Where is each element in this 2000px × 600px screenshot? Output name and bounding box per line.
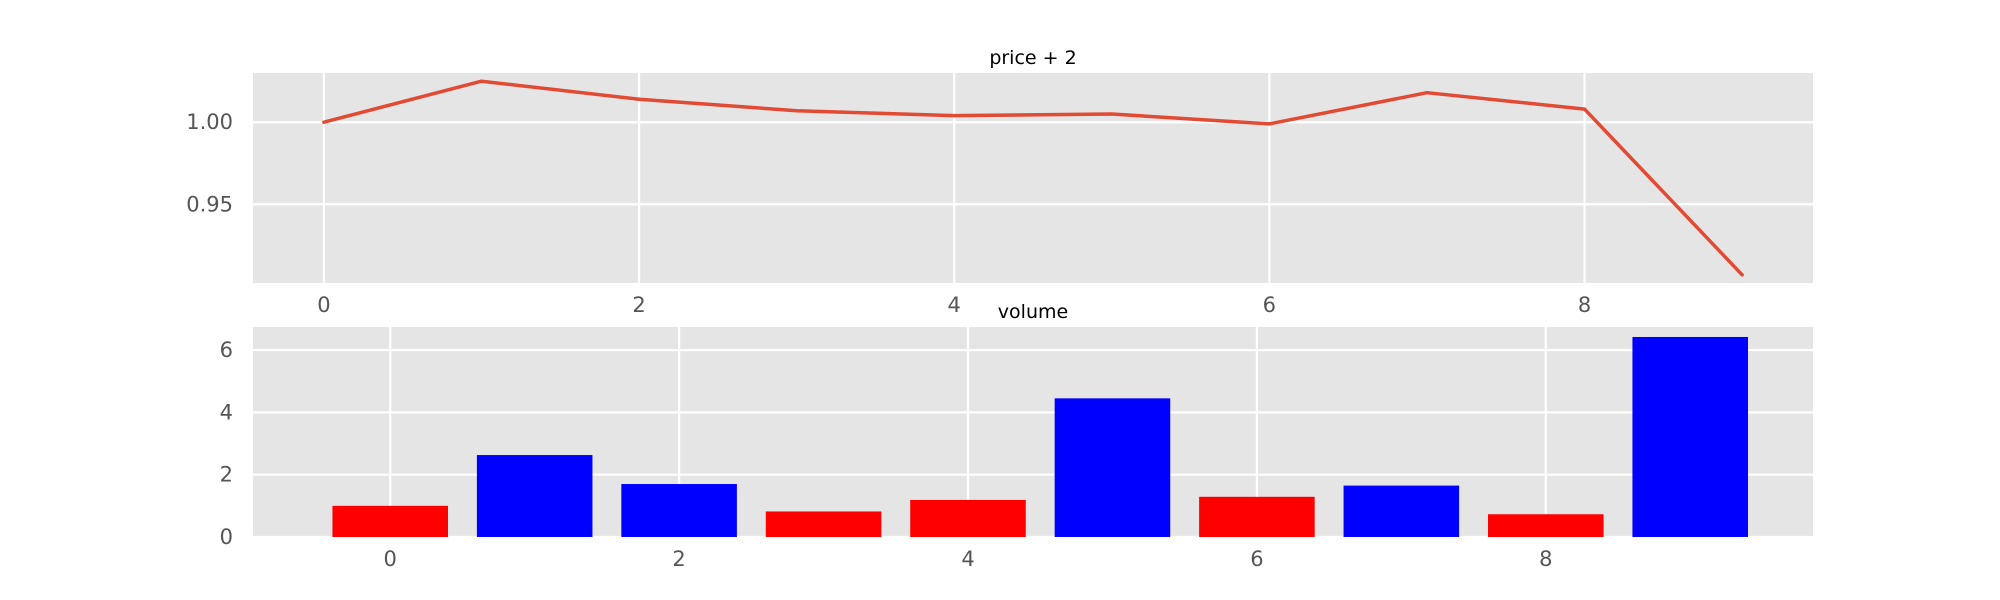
price-x-tick-label: 2 xyxy=(632,293,645,317)
price-tick-labels: 0 2 4 6 8 0.95 1.00 xyxy=(186,110,1591,317)
volume-bar xyxy=(476,455,593,537)
volume-bar xyxy=(1488,514,1604,537)
price-data-point xyxy=(1110,112,1114,116)
price-data-point xyxy=(637,97,641,101)
volume-bar xyxy=(1199,496,1315,537)
volume-tick-labels: 0 2 4 6 8 0 2 4 6 xyxy=(220,338,1553,571)
volume-bars xyxy=(332,336,1748,537)
price-line-series xyxy=(322,79,1744,277)
price-y-tick-label: 1.00 xyxy=(186,110,233,134)
price-data-point xyxy=(1740,273,1744,277)
price-chart-title: price + 2 xyxy=(989,47,1076,69)
volume-bar xyxy=(621,484,737,537)
volume-y-tick-label: 2 xyxy=(220,463,233,487)
volume-bar xyxy=(1343,485,1460,537)
price-x-tick-label: 0 xyxy=(317,293,330,317)
volume-y-tick-label: 0 xyxy=(220,525,233,549)
price-gridlines xyxy=(253,73,1813,283)
price-x-tick-label: 6 xyxy=(1263,293,1276,317)
volume-chart-title: volume xyxy=(998,301,1068,323)
volume-bar xyxy=(910,499,1026,537)
price-chart-panel: 0 2 4 6 8 0.95 1.00 price + 2 xyxy=(186,47,1813,317)
volume-x-tick-label: 6 xyxy=(1250,547,1263,571)
volume-y-tick-label: 6 xyxy=(220,338,233,362)
volume-bar xyxy=(1054,398,1171,537)
volume-x-tick-label: 0 xyxy=(384,547,397,571)
price-data-point xyxy=(322,120,326,124)
volume-bar xyxy=(332,505,448,537)
price-data-point xyxy=(1267,122,1271,126)
volume-bar xyxy=(765,511,882,537)
price-data-point xyxy=(795,109,799,113)
price-data-point xyxy=(1582,107,1587,111)
price-plot-background xyxy=(253,73,1813,283)
volume-x-tick-label: 8 xyxy=(1539,547,1552,571)
volume-x-tick-label: 4 xyxy=(961,547,974,571)
volume-bar xyxy=(1632,336,1748,537)
price-data-point xyxy=(479,79,484,83)
price-data-point xyxy=(952,114,956,118)
volume-chart-panel: 0 2 4 6 8 0 2 4 6 volume xyxy=(220,301,1813,571)
price-data-point xyxy=(1425,91,1429,95)
price-x-tick-label: 8 xyxy=(1578,293,1591,317)
volume-y-tick-label: 4 xyxy=(220,400,233,424)
price-y-tick-label: 0.95 xyxy=(186,192,233,216)
price-x-tick-label: 4 xyxy=(948,293,961,317)
price-series xyxy=(322,79,1744,277)
volume-x-tick-label: 2 xyxy=(672,547,685,571)
